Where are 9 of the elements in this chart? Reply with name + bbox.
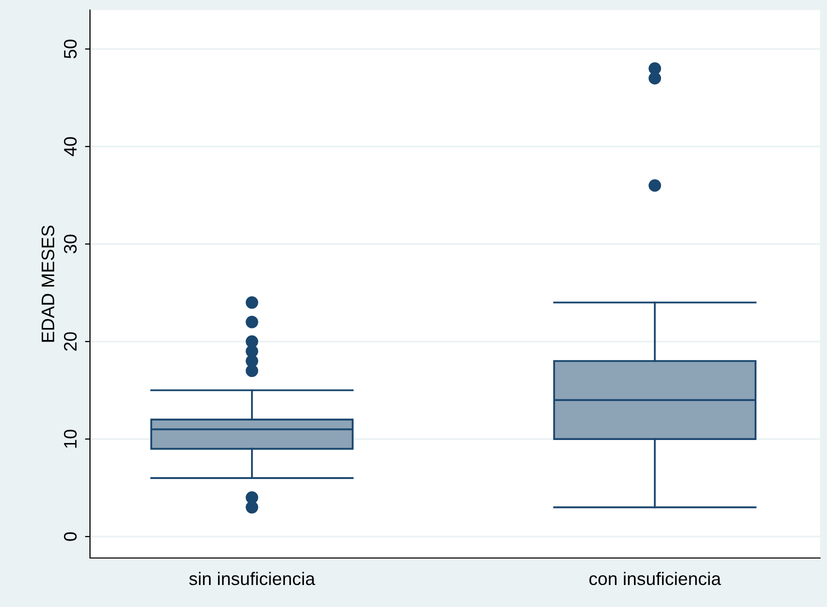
y-axis-title: EDAD MESES xyxy=(42,226,54,342)
y-tick-label: 10 xyxy=(64,430,77,448)
x-tick-label: sin insuficiencia xyxy=(189,572,316,586)
y-tick-label: 0 xyxy=(64,532,77,541)
y-tick-label: 40 xyxy=(64,137,77,156)
x-tick-label: con insuficiencia xyxy=(589,572,722,586)
y-tick-label: 20 xyxy=(64,332,77,351)
y-tick-label: 50 xyxy=(64,40,77,58)
y-tick-label: 30 xyxy=(64,234,77,254)
